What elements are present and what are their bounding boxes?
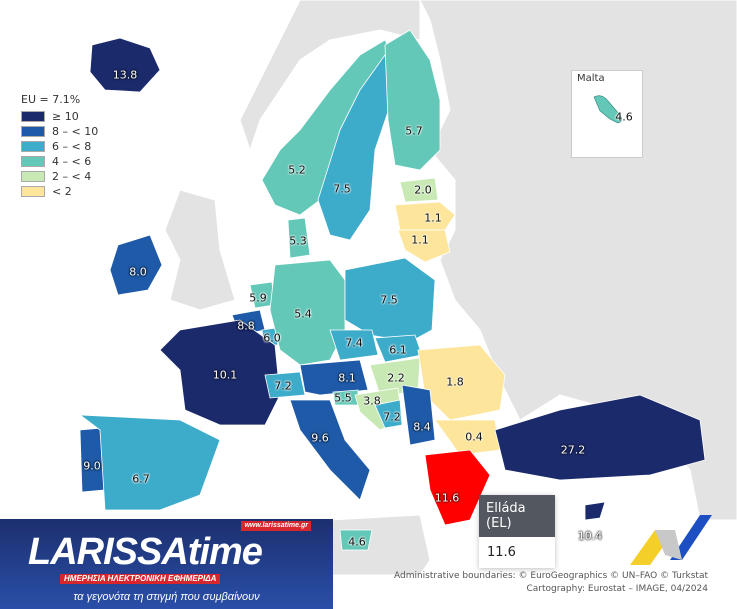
- region-value-label: 8.8: [237, 319, 255, 333]
- larissatime-logo: www.larissatime.gr LARISSAtime ΗΜΕΡΗΣΙΑ …: [0, 519, 333, 609]
- region-value-label: 8.1: [338, 371, 356, 385]
- region-shape[interactable]: [399, 177, 439, 203]
- region-shape[interactable]: [397, 229, 451, 263]
- malta-inset-title: Malta: [577, 73, 605, 84]
- region-value-label: 5.3: [289, 234, 307, 248]
- region-shape[interactable]: [339, 529, 373, 551]
- region-shape[interactable]: [384, 29, 441, 171]
- region-value-label: 10.4: [577, 529, 603, 543]
- region-value-label: 1.1: [411, 233, 429, 247]
- region-shape[interactable]: [109, 234, 163, 296]
- region-value-label: 9.6: [311, 431, 329, 445]
- eurostat-logo-icon: [630, 515, 712, 565]
- region-shape[interactable]: [78, 414, 221, 511]
- region-shape[interactable]: [289, 399, 371, 501]
- logo-slogan: τα γεγονότα τη στιγμή που συμβαίνουν: [73, 591, 260, 603]
- region-shape[interactable]: [287, 217, 311, 259]
- region-value-label: 5.9: [249, 291, 267, 305]
- region-value-label: 2.2: [387, 371, 405, 385]
- malta-inset: Malta 4.6: [571, 70, 643, 158]
- region-value-label: 9.0: [83, 459, 101, 473]
- region-shape[interactable]: [584, 501, 606, 521]
- legend-label: 4 – < 6: [52, 155, 92, 168]
- region-shape[interactable]: [344, 257, 436, 343]
- logo-url: www.larissatime.gr: [241, 521, 311, 531]
- region-value-label: 8.0: [129, 265, 147, 279]
- region-shape[interactable]: [394, 201, 456, 231]
- region-value-label: 10.1: [212, 368, 238, 382]
- legend-swatch: [21, 186, 45, 197]
- region-value-label: 27.2: [560, 443, 586, 457]
- legend-title: EU = 7.1%: [21, 93, 81, 106]
- legend: EU = 7.1% ≥ 10 8 – < 10 6 – < 8 4 – < 6 2 – …: [21, 93, 98, 199]
- legend-label: 6 – < 8: [52, 140, 92, 153]
- logo-brand: LARISSAtime: [28, 531, 263, 573]
- credits-cartography: Cartography: Eurostat – IMAGE, 04/2024: [526, 584, 708, 594]
- region-value-label: 7.2: [274, 379, 292, 393]
- region-shape[interactable]: [494, 394, 706, 481]
- region-value-label: 5.4: [294, 307, 312, 321]
- region-shape[interactable]: [329, 329, 379, 361]
- tooltip-title: Elláda (EL): [479, 495, 555, 537]
- malta-shape: [593, 95, 622, 124]
- region-shape[interactable]: [269, 259, 346, 366]
- legend-item: 8 – < 10: [21, 124, 98, 139]
- region-value-label: 5.5: [334, 391, 352, 405]
- region-shape[interactable]: [424, 449, 491, 526]
- legend-swatch: [21, 156, 45, 167]
- tooltip-value: 11.6: [487, 545, 516, 560]
- region-value-label: 5.2: [288, 163, 306, 177]
- region-value-label: 8.4: [413, 420, 431, 434]
- credits-boundaries: Administrative boundaries: © EuroGeograp…: [393, 571, 708, 581]
- legend-swatch: [21, 111, 45, 122]
- legend-item: 2 – < 4: [21, 169, 98, 184]
- region-value-label: 3.8: [363, 394, 381, 408]
- region-value-label: 6.7: [132, 472, 150, 486]
- legend-label: < 2: [52, 185, 72, 198]
- legend-item: ≥ 10: [21, 109, 98, 124]
- tooltip: Elláda (EL) 11.6: [479, 495, 555, 568]
- region-value-label: 7.5: [333, 182, 351, 196]
- region-shape[interactable]: [374, 399, 403, 429]
- legend-item: 4 – < 6: [21, 154, 98, 169]
- region-value-label: 7.5: [380, 293, 398, 307]
- legend-item: < 2: [21, 184, 98, 199]
- legend-item: 6 – < 8: [21, 139, 98, 154]
- region-value-label: 4.6: [348, 535, 366, 549]
- legend-label: ≥ 10: [52, 110, 79, 123]
- region-shape[interactable]: [89, 37, 161, 93]
- region-value-label: 1.1: [424, 211, 442, 225]
- region-shape[interactable]: [317, 53, 393, 241]
- region-value-label: 1.8: [446, 375, 464, 389]
- region-value-label: 13.8: [112, 68, 138, 82]
- region-value-label: 2.0: [414, 183, 432, 197]
- legend-swatch: [21, 126, 45, 137]
- region-value-label: 5.7: [405, 124, 423, 138]
- legend-label: 2 – < 4: [52, 170, 92, 183]
- region-value-label: 7.2: [383, 410, 401, 424]
- legend-label: 8 – < 10: [52, 125, 99, 138]
- region-shape[interactable]: [264, 371, 306, 399]
- legend-swatch: [21, 171, 45, 182]
- logo-tagline: ΗΜΕΡΗΣΙΑ ΗΛΕΚΤΡΟΝΙΚΗ ΕΦΗΜΕΡΙΔΑ: [60, 574, 221, 584]
- region-value-label: 6.0: [263, 331, 281, 345]
- region-value-label: 6.1: [389, 343, 407, 357]
- region-value-label: 11.6: [434, 491, 460, 505]
- malta-value: 4.6: [615, 110, 633, 124]
- legend-swatch: [21, 141, 45, 152]
- region-value-label: 7.4: [345, 336, 363, 350]
- region-value-label: 0.4: [465, 430, 483, 444]
- region-shape[interactable]: [401, 384, 436, 446]
- credits: Administrative boundaries: © EuroGeograp…: [394, 570, 708, 596]
- region-shape[interactable]: [159, 319, 281, 426]
